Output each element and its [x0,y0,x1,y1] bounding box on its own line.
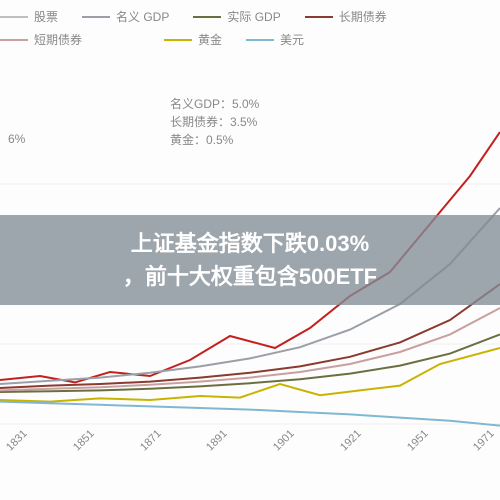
legend-label: 股票 [34,8,58,25]
headline-line1: 上证基金指数下跌0.03% [131,231,369,256]
legend-label: 短期债券 [34,31,82,48]
legend-label: 名义 GDP [116,8,169,25]
legend-label: 长期债券 [339,8,387,25]
annotation-mid-l1: 名义GDP：5.0% [170,95,259,113]
legend-item: 短期债券 [0,31,82,48]
headline-text: 上证基金指数下跌0.03% ，前十大权重包含500ETF [103,227,397,293]
headline-line2: ，前十大权重包含500ETF [123,264,377,289]
legend-item: 实际 GDP [193,8,280,25]
series-gold [0,348,500,402]
legend-label: 实际 GDP [227,8,280,25]
legend-item [106,31,140,48]
legend-item: 黄金 [164,31,222,48]
legend-swatch [0,39,28,41]
legend-label: 美元 [280,31,304,48]
legend-swatch [246,39,274,41]
legend-item: 名义 GDP [82,8,169,25]
legend-item: 长期债券 [305,8,387,25]
headline-overlay: 上证基金指数下跌0.03% ，前十大权重包含500ETF [0,215,500,305]
x-axis: 18311851187118911901192119511971 [0,445,500,457]
legend-swatch [305,16,333,18]
legend-label: 黄金 [198,31,222,48]
series-usd [0,402,500,426]
legend-swatch [164,39,192,41]
legend-swatch [0,16,28,18]
legend: 股票 名义 GDP 实际 GDP 长期债券短期债券 黄金 美元 [0,8,500,54]
legend-item: 美元 [246,31,304,48]
legend-swatch [82,16,110,18]
legend-swatch [193,16,221,18]
series-short-bonds [0,308,500,390]
legend-item: 股票 [0,8,58,25]
